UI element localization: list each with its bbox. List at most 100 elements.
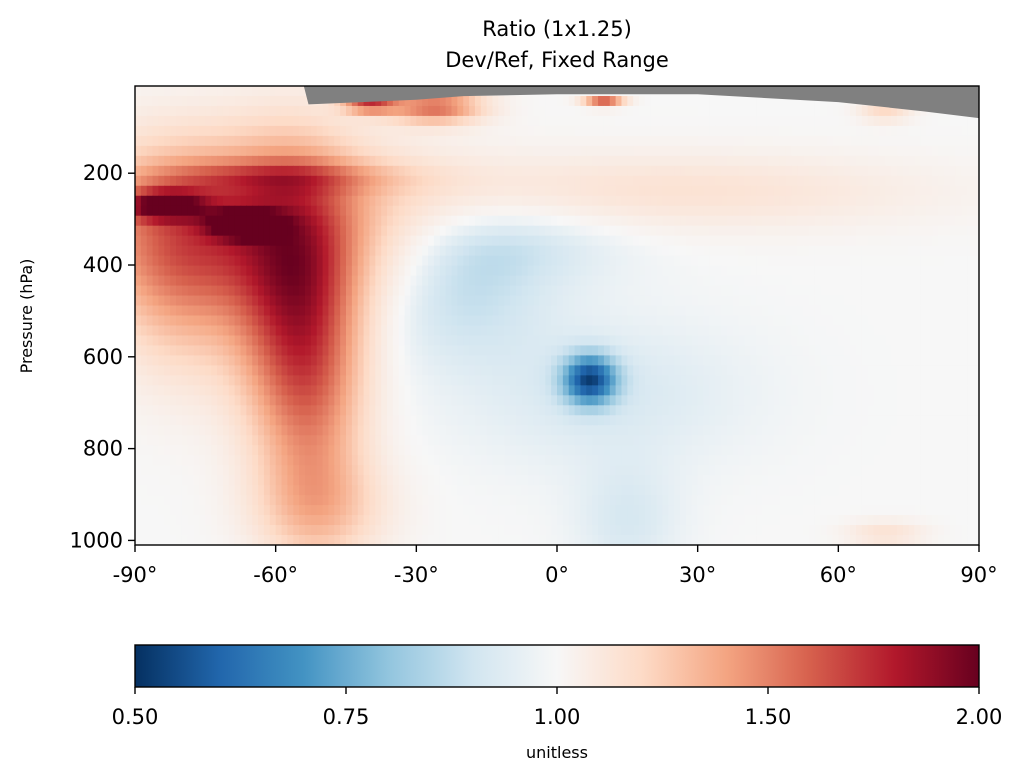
heatmap-cell [704, 126, 710, 137]
heatmap-cell [797, 296, 803, 307]
heatmap-cell [704, 256, 710, 267]
heatmap-cell [299, 296, 305, 307]
heatmap-cell [926, 216, 932, 227]
heatmap-cell [405, 335, 411, 346]
heatmap-cell [211, 276, 217, 287]
heatmap-cell [727, 325, 733, 336]
heatmap-cell [422, 276, 428, 287]
heatmap-cell [844, 246, 850, 257]
heatmap-cell [481, 266, 487, 277]
heatmap-cell [305, 266, 311, 277]
heatmap-cell [739, 276, 745, 287]
heatmap-cell [774, 335, 780, 346]
heatmap-cells [135, 86, 980, 546]
heatmap-cell [170, 385, 176, 396]
heatmap-cell [287, 146, 293, 157]
heatmap-cell [651, 405, 657, 416]
heatmap-cell [176, 186, 182, 197]
heatmap-cell [938, 126, 944, 137]
heatmap-cell [252, 116, 258, 127]
heatmap-cell [909, 375, 915, 386]
heatmap-cell [317, 405, 323, 416]
heatmap-cell [346, 415, 352, 426]
heatmap-cell [592, 186, 598, 197]
heatmap-cell [141, 375, 147, 386]
heatmap-cell [897, 266, 903, 277]
heatmap-cell [346, 136, 352, 147]
heatmap-cell [434, 306, 440, 317]
heatmap-cell [786, 385, 792, 396]
heatmap-cell [774, 415, 780, 426]
heatmap-cell [651, 136, 657, 147]
heatmap-cell [399, 405, 405, 416]
heatmap-cell [727, 136, 733, 147]
heatmap-cell [698, 425, 704, 436]
heatmap-cell [223, 345, 229, 356]
heatmap-cell [780, 325, 786, 336]
heatmap-cell [704, 296, 710, 307]
heatmap-cell [874, 136, 880, 147]
heatmap-cell [768, 316, 774, 327]
heatmap-cell [774, 325, 780, 336]
heatmap-cell [164, 405, 170, 416]
heatmap-cell [141, 345, 147, 356]
heatmap-cell [393, 306, 399, 317]
heatmap-cell [750, 316, 756, 327]
heatmap-cell [739, 415, 745, 426]
heatmap-cell [909, 286, 915, 297]
heatmap-cell [938, 296, 944, 307]
heatmap-cell [241, 335, 247, 346]
heatmap-cell [733, 325, 739, 336]
heatmap-cell [627, 96, 633, 107]
heatmap-cell [563, 296, 569, 307]
heatmap-cell [381, 385, 387, 396]
heatmap-cell [194, 186, 200, 197]
heatmap-cell [592, 345, 598, 356]
heatmap-cell [369, 116, 375, 127]
heatmap-cell [563, 335, 569, 346]
heatmap-cell [903, 136, 909, 147]
heatmap-cell [199, 116, 205, 127]
heatmap-cell [364, 316, 370, 327]
heatmap-cell [469, 186, 475, 197]
heatmap-cell [199, 365, 205, 376]
heatmap-cell [270, 246, 276, 257]
heatmap-cell [340, 126, 346, 137]
heatmap-cell [657, 355, 663, 366]
heatmap-cell [199, 345, 205, 356]
heatmap-cell [663, 256, 669, 267]
heatmap-cell [891, 156, 897, 167]
heatmap-cell [422, 206, 428, 217]
heatmap-cell [369, 276, 375, 287]
heatmap-cell [481, 176, 487, 187]
heatmap-cell [258, 136, 264, 147]
heatmap-cell [557, 196, 563, 207]
heatmap-cell [258, 196, 264, 207]
heatmap-cell [358, 345, 364, 356]
heatmap-cell [756, 266, 762, 277]
heatmap-cell [164, 276, 170, 287]
heatmap-cell [211, 246, 217, 257]
heatmap-cell [633, 306, 639, 317]
heatmap-cell [797, 186, 803, 197]
heatmap-cell [663, 286, 669, 297]
heatmap-cell [287, 355, 293, 366]
heatmap-cell [674, 156, 680, 167]
heatmap-cell [194, 126, 200, 137]
heatmap-cell [956, 266, 962, 277]
heatmap-cell [920, 206, 926, 217]
heatmap-cell [299, 306, 305, 317]
heatmap-cell [563, 286, 569, 297]
heatmap-cell [305, 286, 311, 297]
heatmap-cell [528, 176, 534, 187]
heatmap-cell [270, 306, 276, 317]
heatmap-cell [680, 96, 686, 107]
heatmap-cell [522, 256, 528, 267]
heatmap-cell [803, 166, 809, 177]
heatmap-cell [545, 216, 551, 227]
heatmap-cell [704, 146, 710, 157]
heatmap-cell [627, 196, 633, 207]
heatmap-cell [704, 365, 710, 376]
heatmap-cell [791, 316, 797, 327]
heatmap-cell [668, 166, 674, 177]
